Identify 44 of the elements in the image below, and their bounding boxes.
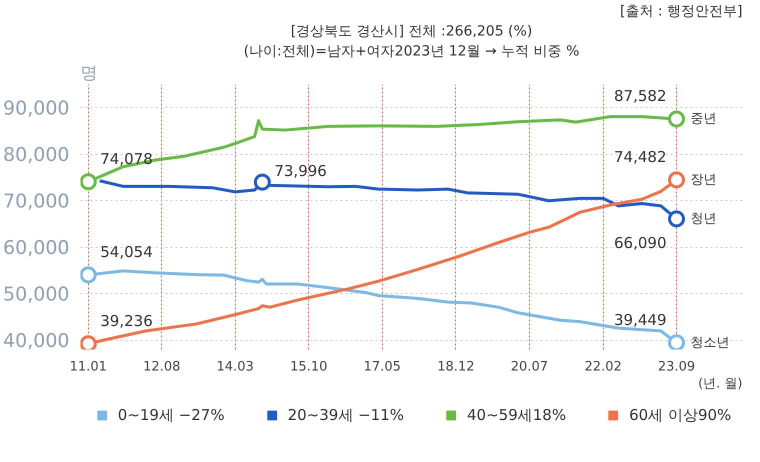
point <box>668 334 686 350</box>
annotation: 청소년 <box>690 335 730 350</box>
y-tick-label: 90,000 <box>3 98 70 120</box>
y-axis-title: 명 <box>80 64 98 84</box>
data-label: 66,090 <box>614 234 667 252</box>
y-tick-label: 50,000 <box>3 284 70 306</box>
x-tick-label: 14.03 <box>216 360 254 374</box>
point <box>668 210 686 228</box>
y-tick-label: 60,000 <box>3 237 70 260</box>
x-tick-label: 15.10 <box>290 360 328 374</box>
x-tick-label: 18.12 <box>437 360 474 374</box>
data-label: 54,054 <box>100 242 153 261</box>
legend-label: 40~59세18% <box>467 406 566 424</box>
legend-label: 60세 이상90% <box>629 406 732 424</box>
data-label: 87,582 <box>614 86 667 105</box>
chart-title: [경상북도 경산시] 전체 :266,205 (%) <box>290 24 532 40</box>
y-tick-label: 80,000 <box>3 144 70 166</box>
data-label: 39,449 <box>614 310 667 329</box>
point <box>80 335 97 350</box>
legend-label: 0~19세 −27% <box>118 406 225 424</box>
point <box>80 173 97 190</box>
data-label: 39,236 <box>100 312 153 330</box>
data-label: 74,482 <box>614 148 667 166</box>
x-tick-label: 12.08 <box>143 360 180 374</box>
point <box>254 174 271 191</box>
annotation: 청년 <box>690 211 717 226</box>
annotation: 중년 <box>690 111 717 126</box>
annotation: 장년 <box>690 172 717 188</box>
y-tick-label: 40,000 <box>3 330 70 352</box>
legend-label: 20~39세 −11% <box>288 406 404 424</box>
x-axis-title: (년. 월) <box>698 376 743 392</box>
point <box>80 266 97 284</box>
y-tick-label: 70,000 <box>3 190 70 213</box>
point <box>668 110 686 128</box>
x-tick-label: 22.02 <box>584 360 622 374</box>
x-tick-label: 20.07 <box>510 360 548 374</box>
point <box>668 171 686 188</box>
text: [출처 : 행정안전부] <box>620 4 743 20</box>
data-label: 73,996 <box>274 162 327 180</box>
x-tick-label: 11.01 <box>70 360 107 374</box>
chart-subtitle: (나이:전체)=남자+여자2023년 12월 → 누적 비중 % <box>244 44 580 60</box>
x-tick-label: 17.05 <box>364 360 401 374</box>
x-tick-label: 23.09 <box>658 360 696 374</box>
data-label: 74,078 <box>100 150 153 168</box>
